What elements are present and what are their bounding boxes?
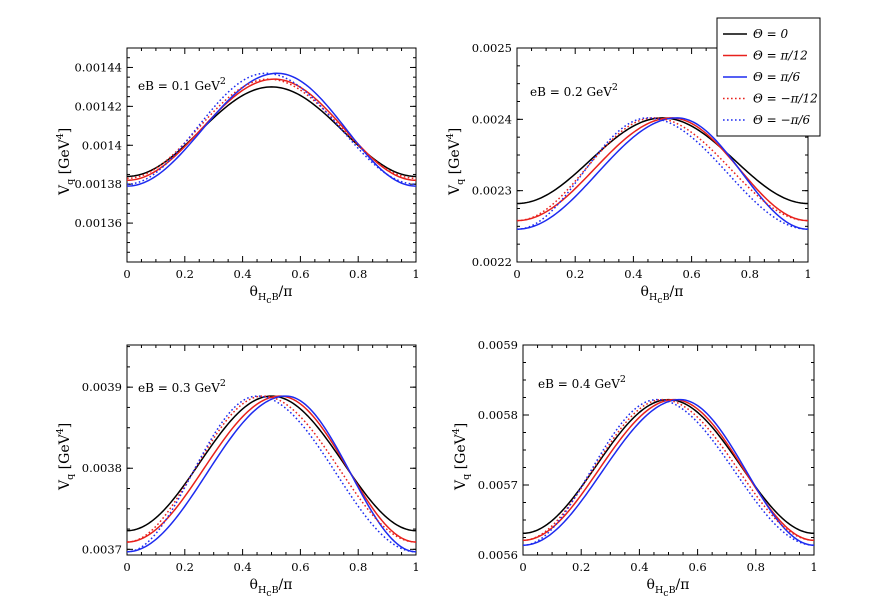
y-tick-label: 0.0059	[478, 338, 518, 352]
series-line-4	[127, 395, 416, 543]
x-tick-label: 1	[804, 267, 811, 281]
x-tick-label: 0.6	[688, 560, 706, 574]
legend-label-1: Θ = 0	[753, 27, 789, 41]
series-line-4	[517, 117, 808, 222]
y-tick-label: 0.0024	[472, 112, 512, 126]
series-line-3	[523, 398, 814, 546]
series-line-4	[127, 78, 416, 180]
series-line-1	[127, 86, 416, 178]
x-tick-label: 1	[412, 560, 419, 574]
x-tick-label: 0.8	[349, 560, 367, 574]
x-tick-label: 0.4	[233, 267, 251, 281]
x-tick-label: 0.4	[233, 560, 251, 574]
x-tick-label: 0.8	[747, 560, 765, 574]
series-line-5	[127, 395, 416, 553]
x-tick-label: 1	[412, 267, 419, 281]
y-tick-label: 0.0058	[478, 408, 518, 422]
y-tick-label: 0.0022	[472, 255, 512, 269]
x-tick-label: 0	[123, 267, 130, 281]
series-line-5	[523, 398, 814, 546]
x-tick-label: 0.6	[291, 560, 309, 574]
x-tick-label: 0.2	[572, 560, 590, 574]
x-tick-label: 0.4	[630, 560, 648, 574]
legend: Θ = 0 Θ = π/12 Θ = π/6 Θ = −π/12 Θ = −π/6	[716, 17, 821, 137]
y-axis-label: Vq [GeV4]	[451, 423, 472, 491]
y-tick-label: 0.0056	[478, 548, 518, 562]
x-tick-label: 0	[519, 560, 526, 574]
eb-annotation: eB = 0.3 GeV2	[138, 378, 226, 395]
y-tick-label: 0.00138	[74, 177, 122, 191]
y-axis-label: Vq [GeV4]	[445, 128, 466, 196]
y-tick-label: 0.00136	[74, 216, 122, 230]
x-tick-label: 0.2	[176, 267, 194, 281]
y-axis-label: Vq [GeV4]	[55, 423, 76, 491]
x-axis-label: θHcB/π	[250, 577, 293, 599]
x-axis-label: θHcB/π	[250, 284, 293, 306]
series-line-5	[517, 117, 808, 230]
y-tick-label: 0.0037	[82, 542, 122, 556]
y-tick-label: 0.0025	[472, 41, 512, 55]
y-axis-label: Vq [GeV4]	[55, 128, 76, 196]
eb-annotation: eB = 0.1 GeV2	[138, 76, 226, 93]
plot-frame	[126, 344, 417, 556]
y-tick-label: 0.00142	[74, 99, 122, 113]
panel-1: 0 0.2 0.4 0.6 0.8 1 0.00136 0.00138 0.0014 0.0014…	[55, 47, 420, 306]
x-tick-label: 0	[513, 267, 520, 281]
x-axis-label: θHcB/π	[647, 577, 690, 599]
y-tick-label: 0.0057	[478, 478, 518, 492]
x-tick-label: 0.6	[291, 267, 309, 281]
eb-annotation: eB = 0.4 GeV2	[538, 374, 626, 391]
legend-label-3: Θ = π/6	[753, 70, 800, 84]
x-tick-label: 0.4	[624, 267, 642, 281]
y-tick-label: 0.0014	[82, 138, 122, 152]
x-tick-label: 0.6	[682, 267, 700, 281]
y-tick-label: 0.00144	[74, 60, 122, 74]
y-tick-label: 0.0023	[472, 184, 512, 198]
panel-3: 0 0.2 0.4 0.6 0.8 1 0.0037 0.0038 0.0039 eB = 0.3…	[55, 344, 420, 599]
panel-4: 0 0.2 0.4 0.6 0.8 1 0.0056 0.0057 0.0058 0.0059 eB…	[451, 338, 818, 599]
x-tick-label: 0.2	[176, 560, 194, 574]
legend-label-4: Θ = −π/12	[753, 92, 818, 106]
x-tick-label: 0	[123, 560, 130, 574]
y-tick-label: 0.0038	[82, 461, 122, 475]
legend-label-2: Θ = π/12	[753, 49, 808, 63]
x-tick-label: 0.2	[566, 267, 584, 281]
series-line-3	[127, 395, 416, 553]
x-tick-label: 0.8	[349, 267, 367, 281]
y-tick-label: 0.0039	[82, 380, 122, 394]
x-tick-label: 0.8	[741, 267, 759, 281]
x-axis-label: θHcB/π	[641, 284, 684, 306]
series-line-2	[127, 395, 416, 543]
series-line-1	[127, 395, 416, 532]
series-line-1	[517, 117, 808, 205]
series-line-5	[127, 72, 416, 185]
eb-annotation: eB = 0.2 GeV2	[530, 82, 618, 99]
legend-label-5: Θ = −π/6	[753, 113, 811, 127]
x-tick-label: 1	[810, 560, 817, 574]
